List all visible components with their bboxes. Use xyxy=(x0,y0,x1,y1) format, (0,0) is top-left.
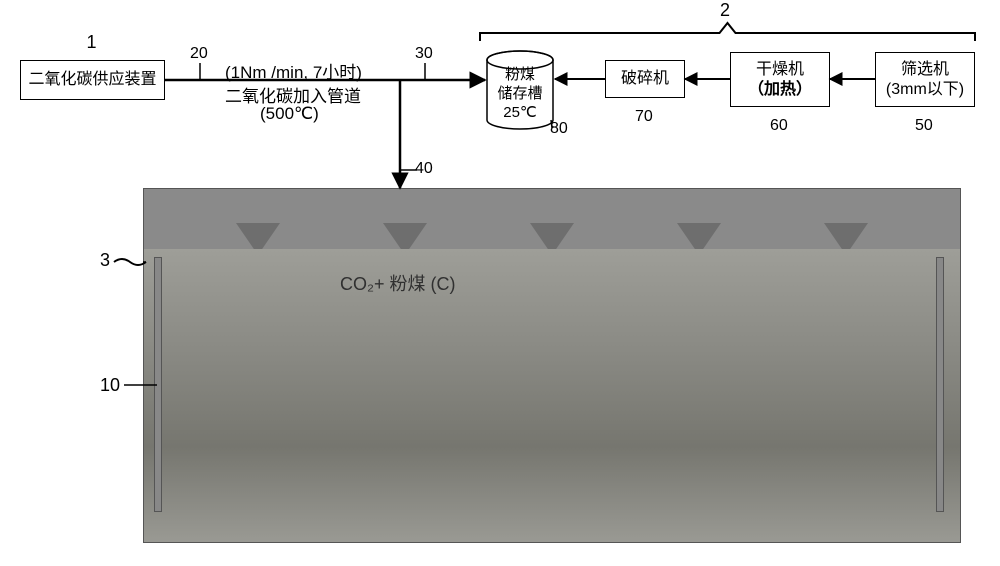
pipe-text-rate: (1Nm /min, 7小时) xyxy=(225,58,362,83)
dryer-box: 干燥机 （加热） xyxy=(730,52,830,107)
label-80: 80 xyxy=(550,120,568,138)
screen-box: 筛选机 (3mm以下) xyxy=(875,52,975,107)
diagram-root: 二氧化碳供应装置 1 20 (1Nm /min, 7小时) 二氧化碳加入管道 (… xyxy=(0,0,1000,566)
crusher-box: 破碎机 xyxy=(605,60,685,98)
label-70: 70 xyxy=(635,108,653,126)
furnace-grad-3 xyxy=(144,447,960,543)
dryer-line2: （加热） xyxy=(748,80,812,99)
screen-line1: 筛选机 xyxy=(901,60,949,79)
label-1: 1 xyxy=(87,32,97,53)
co2-supply-box: 二氧化碳供应装置 xyxy=(20,60,165,100)
storage-text: 粉煤 储存槽 25℃ xyxy=(485,66,555,122)
label-50: 50 xyxy=(915,117,933,135)
furnace-grad-2 xyxy=(144,349,960,446)
co2-supply-text: 二氧化碳供应装置 xyxy=(28,70,156,89)
side-pipe-left xyxy=(154,257,162,512)
furnace-grad-1 xyxy=(144,249,960,349)
storage-line1: 粉煤 xyxy=(485,66,555,85)
furnace-caption: CO₂+ 粉煤 (C) xyxy=(340,270,456,296)
label-30: 30 xyxy=(415,45,433,63)
screen-line2: (3mm以下) xyxy=(886,80,964,99)
label-3: 3 xyxy=(100,250,110,271)
label-20: 20 xyxy=(190,45,208,63)
pipe-text-temp: (500℃) xyxy=(260,104,319,124)
storage-line2: 储存槽 xyxy=(485,85,555,104)
label-10: 10 xyxy=(100,375,120,396)
furnace-body xyxy=(144,249,960,543)
storage-line3: 25℃ xyxy=(485,104,555,123)
storage-tank: 粉煤 储存槽 25℃ xyxy=(485,50,555,130)
dryer-line1: 干燥机 xyxy=(756,60,804,79)
label-2: 2 xyxy=(720,0,730,21)
crusher-text: 破碎机 xyxy=(621,69,669,88)
label-60: 60 xyxy=(770,117,788,135)
side-pipe-right xyxy=(936,257,944,512)
furnace-block xyxy=(143,188,961,543)
label-40: 40 xyxy=(415,160,433,178)
